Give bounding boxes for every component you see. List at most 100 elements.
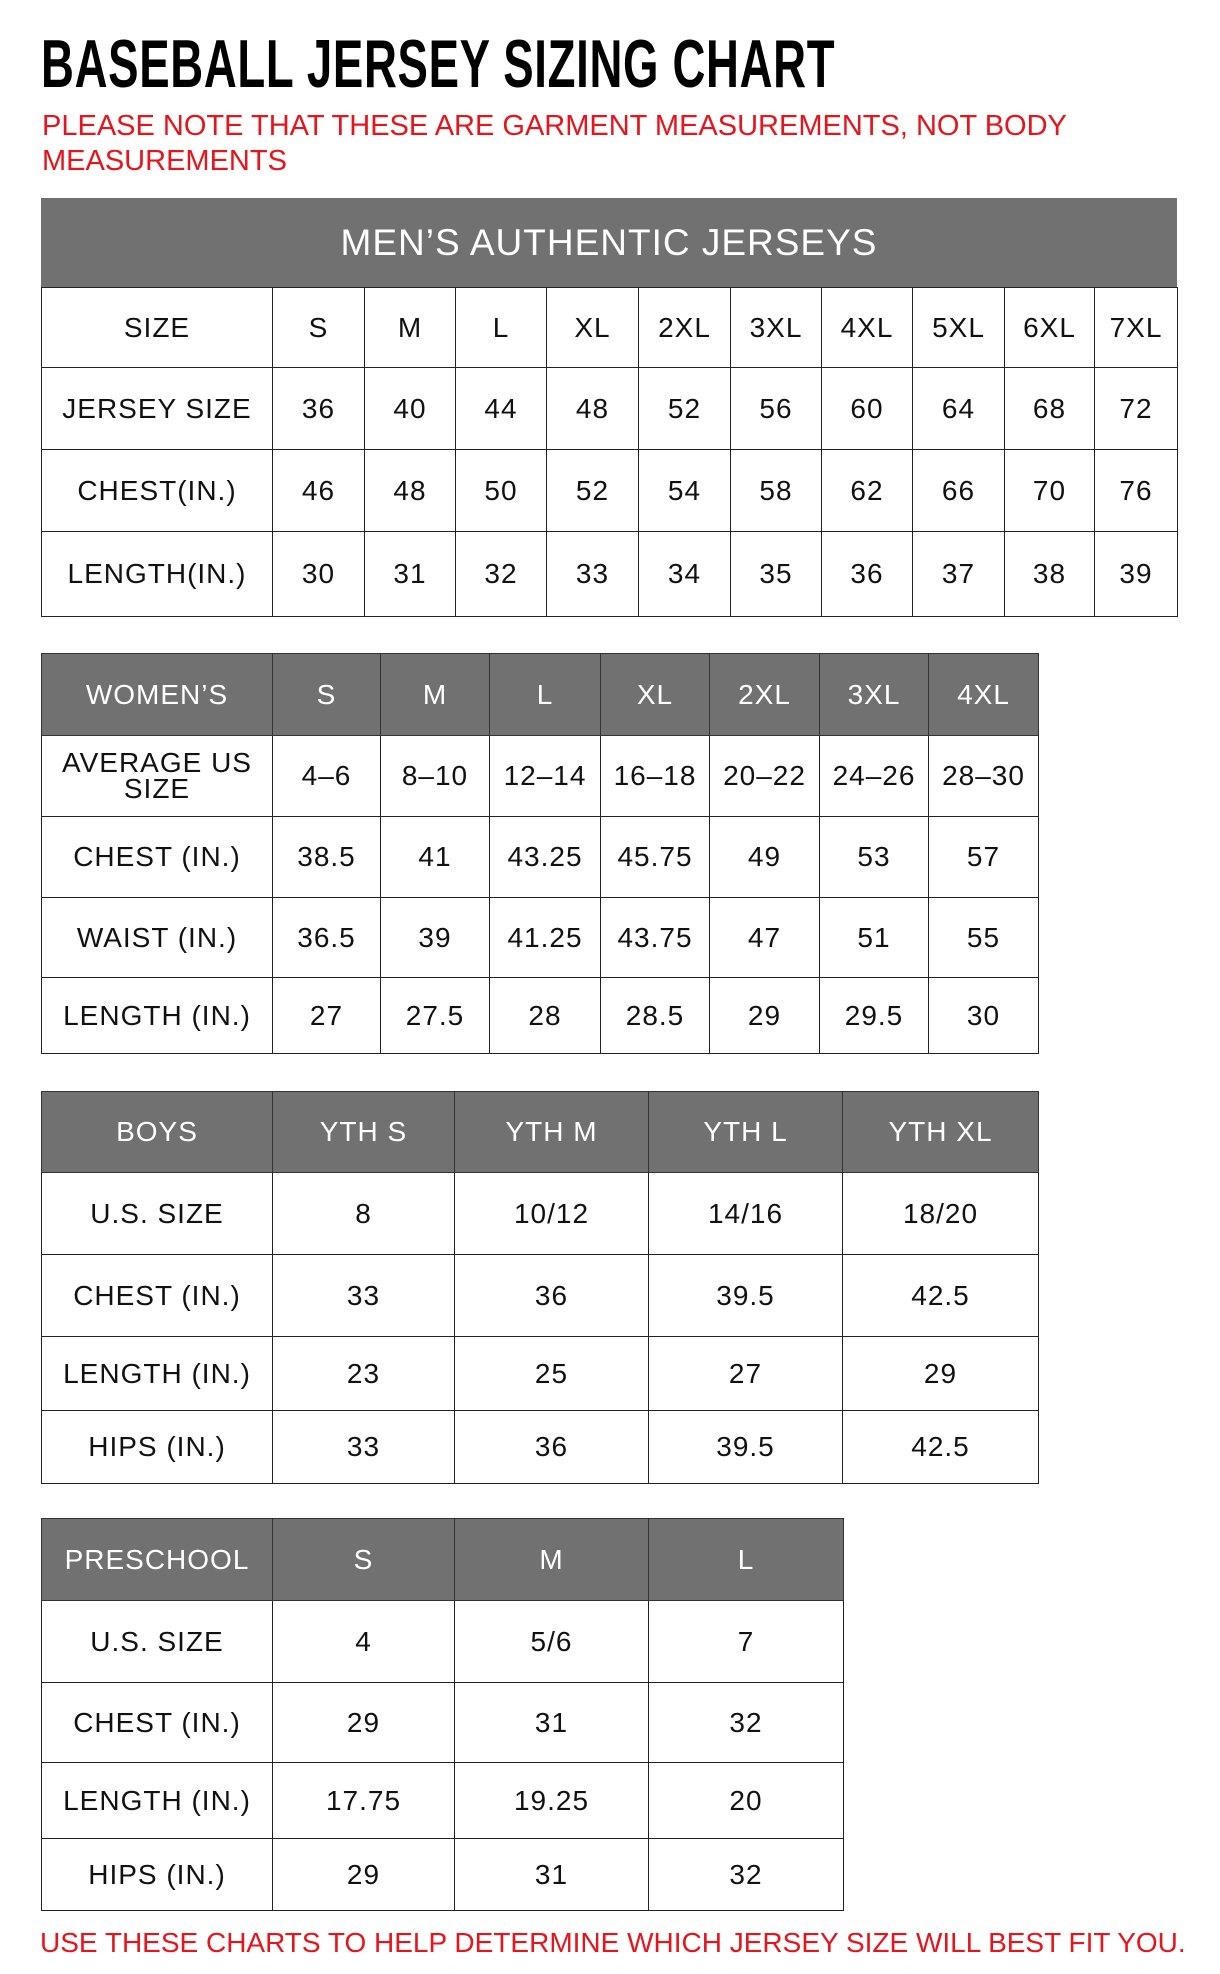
value-cell: 46 bbox=[272, 449, 365, 532]
row-label-cell: HIPS (IN.) bbox=[41, 1410, 273, 1484]
value-cell: 31 bbox=[454, 1838, 649, 1911]
value-cell: 40 bbox=[364, 367, 456, 450]
table-header-row: BOYS YTH S YTH M YTH L YTH XL bbox=[41, 1091, 1039, 1173]
size-header-cell: S bbox=[272, 287, 365, 368]
row-label-cell: BOYS bbox=[41, 1091, 273, 1173]
value-cell: 49 bbox=[709, 816, 820, 898]
value-cell: 60 bbox=[821, 367, 913, 450]
value-cell: 56 bbox=[730, 367, 822, 450]
value-cell: 28.5 bbox=[600, 977, 710, 1054]
size-header-cell: YTH S bbox=[272, 1091, 455, 1173]
size-header-cell: 4XL bbox=[928, 653, 1039, 736]
value-cell: 14/16 bbox=[648, 1172, 843, 1255]
table-row: HIPS (IN.) 33 36 39.5 42.5 bbox=[41, 1410, 1039, 1484]
value-cell: 4 bbox=[272, 1600, 455, 1683]
value-cell: 39 bbox=[1094, 531, 1178, 617]
value-cell: 8 bbox=[272, 1172, 455, 1255]
value-cell: 7 bbox=[648, 1600, 844, 1683]
value-cell: 28–30 bbox=[928, 735, 1039, 817]
value-cell: 33 bbox=[272, 1410, 455, 1484]
value-cell: 29 bbox=[272, 1682, 455, 1763]
size-header-cell: L bbox=[648, 1518, 844, 1601]
value-cell: 64 bbox=[912, 367, 1005, 450]
value-cell: 18/20 bbox=[842, 1172, 1039, 1255]
size-header-cell: L bbox=[455, 287, 547, 368]
value-cell: 62 bbox=[821, 449, 913, 532]
value-cell: 52 bbox=[638, 367, 731, 450]
value-cell: 50 bbox=[455, 449, 547, 532]
table-row: LENGTH(IN.) 30 31 32 33 34 35 36 37 38 39 bbox=[41, 531, 1178, 617]
value-cell: 8–10 bbox=[380, 735, 490, 817]
table-row: JERSEY SIZE 36 40 44 48 52 56 60 64 68 72 bbox=[41, 367, 1178, 450]
value-cell: 53 bbox=[819, 816, 929, 898]
value-cell: 20 bbox=[648, 1762, 844, 1839]
table-header-row: WOMEN’S S M L XL 2XL 3XL 4XL bbox=[41, 653, 1039, 736]
value-cell: 30 bbox=[272, 531, 365, 617]
size-header-cell: 3XL bbox=[730, 287, 822, 368]
size-header-cell: YTH XL bbox=[842, 1091, 1039, 1173]
row-label-cell: CHEST (IN.) bbox=[41, 1682, 273, 1763]
value-cell: 58 bbox=[730, 449, 822, 532]
row-label-cell: CHEST(IN.) bbox=[41, 449, 273, 532]
size-header-cell: S bbox=[272, 653, 381, 736]
value-cell: 29 bbox=[709, 977, 820, 1054]
row-label-cell: SIZE bbox=[41, 287, 273, 368]
value-cell: 27.5 bbox=[380, 977, 490, 1054]
value-cell: 27 bbox=[272, 977, 381, 1054]
value-cell: 43.75 bbox=[600, 897, 710, 978]
value-cell: 42.5 bbox=[842, 1254, 1039, 1337]
value-cell: 51 bbox=[819, 897, 929, 978]
value-cell: 32 bbox=[455, 531, 547, 617]
value-cell: 68 bbox=[1004, 367, 1095, 450]
value-cell: 23 bbox=[272, 1336, 455, 1411]
value-cell: 36.5 bbox=[272, 897, 381, 978]
value-cell: 4–6 bbox=[272, 735, 381, 817]
value-cell: 31 bbox=[454, 1682, 649, 1763]
size-header-cell: M bbox=[364, 287, 456, 368]
row-label-cell: U.S. SIZE bbox=[41, 1172, 273, 1255]
mens-size-table: SIZE S M L XL 2XL 3XL 4XL 5XL 6XL 7XL JERSEY SIZE 36… bbox=[41, 287, 1178, 617]
table-row: LENGTH (IN.) 27 27.5 28 28.5 29 29.5 30 bbox=[41, 977, 1039, 1054]
row-label-cell: CHEST (IN.) bbox=[41, 1254, 273, 1337]
value-cell: 47 bbox=[709, 897, 820, 978]
value-cell: 42.5 bbox=[842, 1410, 1039, 1484]
value-cell: 29 bbox=[272, 1838, 455, 1911]
mens-table-banner: MEN’S AUTHENTIC JERSEYS bbox=[41, 198, 1177, 287]
size-header-cell: 2XL bbox=[709, 653, 820, 736]
value-cell: 45.75 bbox=[600, 816, 710, 898]
garment-measurement-note: PLEASE NOTE THAT THESE ARE GARMENT MEASU… bbox=[42, 110, 1067, 177]
value-cell: 57 bbox=[928, 816, 1039, 898]
row-label-cell: LENGTH (IN.) bbox=[41, 1336, 273, 1411]
value-cell: 39 bbox=[380, 897, 490, 978]
womens-size-table: WOMEN’S S M L XL 2XL 3XL 4XL AVERAGE US SIZE 4–6 8… bbox=[41, 653, 1039, 1054]
size-header-cell: S bbox=[272, 1518, 455, 1601]
row-label-cell: PRESCHOOL bbox=[41, 1518, 273, 1601]
size-header-cell: 2XL bbox=[638, 287, 731, 368]
table-row: LENGTH (IN.) 23 25 27 29 bbox=[41, 1336, 1039, 1411]
table-header-row: PRESCHOOL S M L bbox=[41, 1518, 844, 1601]
value-cell: 38 bbox=[1004, 531, 1095, 617]
value-cell: 52 bbox=[546, 449, 639, 532]
size-header-cell: YTH L bbox=[648, 1091, 843, 1173]
value-cell: 48 bbox=[364, 449, 456, 532]
value-cell: 41 bbox=[380, 816, 490, 898]
row-label-cell: WOMEN’S bbox=[41, 653, 273, 736]
table-row: U.S. SIZE 8 10/12 14/16 18/20 bbox=[41, 1172, 1039, 1255]
size-header-cell: 4XL bbox=[821, 287, 913, 368]
table-row: CHEST (IN.) 38.5 41 43.25 45.75 49 53 57 bbox=[41, 816, 1039, 898]
table-row: CHEST (IN.) 29 31 32 bbox=[41, 1682, 844, 1763]
size-header-cell: 6XL bbox=[1004, 287, 1095, 368]
value-cell: 24–26 bbox=[819, 735, 929, 817]
table-header-row: SIZE S M L XL 2XL 3XL 4XL 5XL 6XL 7XL bbox=[41, 287, 1178, 368]
value-cell: 34 bbox=[638, 531, 731, 617]
table-row: AVERAGE US SIZE 4–6 8–10 12–14 16–18 20–22 24–… bbox=[41, 735, 1039, 817]
table-row: WAIST (IN.) 36.5 39 41.25 43.75 47 51 55 bbox=[41, 897, 1039, 978]
value-cell: 70 bbox=[1004, 449, 1095, 532]
value-cell: 17.75 bbox=[272, 1762, 455, 1839]
row-label-cell: HIPS (IN.) bbox=[41, 1838, 273, 1911]
value-cell: 27 bbox=[648, 1336, 843, 1411]
table-row: LENGTH (IN.) 17.75 19.25 20 bbox=[41, 1762, 844, 1839]
size-header-cell: M bbox=[380, 653, 490, 736]
row-label-cell: LENGTH(IN.) bbox=[41, 531, 273, 617]
value-cell: 55 bbox=[928, 897, 1039, 978]
